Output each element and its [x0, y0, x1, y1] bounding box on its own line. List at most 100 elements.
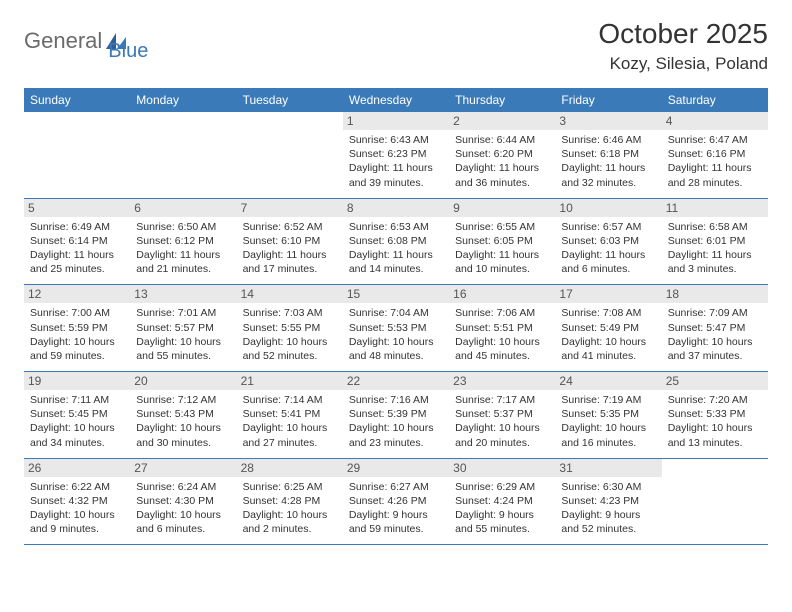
day-number: 14 [237, 285, 343, 303]
sunset-text: Sunset: 5:51 PM [455, 321, 549, 335]
weekday-header-row: SundayMondayTuesdayWednesdayThursdayFrid… [24, 88, 768, 112]
day-number: 30 [449, 459, 555, 477]
sunrise-text: Sunrise: 6:25 AM [243, 480, 337, 494]
daylight-text: Daylight: 11 hours and 32 minutes. [561, 161, 655, 189]
sunrise-text: Sunrise: 7:17 AM [455, 393, 549, 407]
day-cell: 6Sunrise: 6:50 AMSunset: 6:12 PMDaylight… [130, 199, 236, 285]
day-cell: 27Sunrise: 6:24 AMSunset: 4:30 PMDayligh… [130, 459, 236, 545]
daylight-text: Daylight: 9 hours and 59 minutes. [349, 508, 443, 536]
day-number: 1 [343, 112, 449, 130]
day-cell: 9Sunrise: 6:55 AMSunset: 6:05 PMDaylight… [449, 199, 555, 285]
sunrise-text: Sunrise: 7:08 AM [561, 306, 655, 320]
daylight-text: Daylight: 11 hours and 28 minutes. [668, 161, 762, 189]
sunset-text: Sunset: 4:26 PM [349, 494, 443, 508]
sunrise-text: Sunrise: 7:00 AM [30, 306, 124, 320]
day-number: 24 [555, 372, 661, 390]
weekday-header-tuesday: Tuesday [237, 88, 343, 112]
daylight-text: Daylight: 11 hours and 14 minutes. [349, 248, 443, 276]
page-header: General Blue October 2025 Kozy, Silesia,… [24, 18, 768, 74]
sunset-text: Sunset: 5:41 PM [243, 407, 337, 421]
daylight-text: Daylight: 11 hours and 25 minutes. [30, 248, 124, 276]
sunrise-text: Sunrise: 6:27 AM [349, 480, 443, 494]
sunrise-text: Sunrise: 6:46 AM [561, 133, 655, 147]
logo-text-gray: General [24, 28, 102, 54]
daylight-text: Daylight: 10 hours and 55 minutes. [136, 335, 230, 363]
day-number: 29 [343, 459, 449, 477]
sunset-text: Sunset: 5:57 PM [136, 321, 230, 335]
day-number: 16 [449, 285, 555, 303]
empty-cell [237, 112, 343, 198]
day-cell: 26Sunrise: 6:22 AMSunset: 4:32 PMDayligh… [24, 459, 130, 545]
daylight-text: Daylight: 10 hours and 52 minutes. [243, 335, 337, 363]
day-number: 22 [343, 372, 449, 390]
day-number: 13 [130, 285, 236, 303]
day-cell: 16Sunrise: 7:06 AMSunset: 5:51 PMDayligh… [449, 285, 555, 371]
sunset-text: Sunset: 6:20 PM [455, 147, 549, 161]
daylight-text: Daylight: 10 hours and 9 minutes. [30, 508, 124, 536]
daylight-text: Daylight: 10 hours and 37 minutes. [668, 335, 762, 363]
sunset-text: Sunset: 5:55 PM [243, 321, 337, 335]
day-cell: 15Sunrise: 7:04 AMSunset: 5:53 PMDayligh… [343, 285, 449, 371]
day-cell: 29 Sunrise: 6:27 AMSunset: 4:26 PMDayligh… [343, 459, 449, 545]
day-cell: 11Sunrise: 6:58 AMSunset: 6:01 PMDayligh… [662, 199, 768, 285]
daylight-text: Daylight: 10 hours and 41 minutes. [561, 335, 655, 363]
daylight-text: Daylight: 11 hours and 6 minutes. [561, 248, 655, 276]
daylight-text: Daylight: 10 hours and 34 minutes. [30, 421, 124, 449]
daylight-text: Daylight: 9 hours and 52 minutes. [561, 508, 655, 536]
sunset-text: Sunset: 6:16 PM [668, 147, 762, 161]
day-number: 6 [130, 199, 236, 217]
sunset-text: Sunset: 5:33 PM [668, 407, 762, 421]
calendar-page: General Blue October 2025 Kozy, Silesia,… [0, 0, 792, 563]
sunrise-text: Sunrise: 7:01 AM [136, 306, 230, 320]
sunrise-text: Sunrise: 7:19 AM [561, 393, 655, 407]
sunset-text: Sunset: 5:39 PM [349, 407, 443, 421]
weekday-header-friday: Friday [555, 88, 661, 112]
day-cell: 1 Sunrise: 6:43 AMSunset: 6:23 PMDaylight… [343, 112, 449, 198]
sunset-text: Sunset: 5:47 PM [668, 321, 762, 335]
sunset-text: Sunset: 5:53 PM [349, 321, 443, 335]
daylight-text: Daylight: 10 hours and 59 minutes. [30, 335, 124, 363]
day-number: 7 [237, 199, 343, 217]
sunrise-text: Sunrise: 6:49 AM [30, 220, 124, 234]
sunset-text: Sunset: 5:37 PM [455, 407, 549, 421]
week-row: 5Sunrise: 6:49 AMSunset: 6:14 PMDaylight… [24, 199, 768, 286]
day-number: 23 [449, 372, 555, 390]
sunrise-text: Sunrise: 6:29 AM [455, 480, 549, 494]
sunset-text: Sunset: 5:35 PM [561, 407, 655, 421]
day-number: 12 [24, 285, 130, 303]
sunrise-text: Sunrise: 6:52 AM [243, 220, 337, 234]
sunrise-text: Sunrise: 7:06 AM [455, 306, 549, 320]
sunrise-text: Sunrise: 6:30 AM [561, 480, 655, 494]
sunset-text: Sunset: 6:05 PM [455, 234, 549, 248]
daylight-text: Daylight: 11 hours and 39 minutes. [349, 161, 443, 189]
day-cell: 14 Sunrise: 7:03 AMSunset: 5:55 PMDayligh… [237, 285, 343, 371]
week-row: 19Sunrise: 7:11 AMSunset: 5:45 PMDayligh… [24, 372, 768, 459]
day-cell: 20Sunrise: 7:12 AMSunset: 5:43 PMDayligh… [130, 372, 236, 458]
sunset-text: Sunset: 5:45 PM [30, 407, 124, 421]
sunrise-text: Sunrise: 6:43 AM [349, 133, 443, 147]
daylight-text: Daylight: 11 hours and 17 minutes. [243, 248, 337, 276]
day-cell: 30 Sunrise: 6:29 AMSunset: 4:24 PMDayligh… [449, 459, 555, 545]
day-number: 19 [24, 372, 130, 390]
sunset-text: Sunset: 4:28 PM [243, 494, 337, 508]
daylight-text: Daylight: 10 hours and 27 minutes. [243, 421, 337, 449]
day-cell: 17 Sunrise: 7:08 AMSunset: 5:49 PMDayligh… [555, 285, 661, 371]
day-number: 8 [343, 199, 449, 217]
day-number: 3 [555, 112, 661, 130]
sunrise-text: Sunrise: 6:44 AM [455, 133, 549, 147]
day-number: 17 [555, 285, 661, 303]
daylight-text: Daylight: 10 hours and 16 minutes. [561, 421, 655, 449]
daylight-text: Daylight: 9 hours and 55 minutes. [455, 508, 549, 536]
day-number: 10 [555, 199, 661, 217]
daylight-text: Daylight: 11 hours and 10 minutes. [455, 248, 549, 276]
empty-cell [24, 112, 130, 198]
sunset-text: Sunset: 6:23 PM [349, 147, 443, 161]
sunset-text: Sunset: 4:24 PM [455, 494, 549, 508]
sunset-text: Sunset: 4:23 PM [561, 494, 655, 508]
day-cell: 18Sunrise: 7:09 AMSunset: 5:47 PMDayligh… [662, 285, 768, 371]
sunrise-text: Sunrise: 7:03 AM [243, 306, 337, 320]
sunrise-text: Sunrise: 6:50 AM [136, 220, 230, 234]
day-number: 21 [237, 372, 343, 390]
sunset-text: Sunset: 6:08 PM [349, 234, 443, 248]
sunset-text: Sunset: 5:49 PM [561, 321, 655, 335]
